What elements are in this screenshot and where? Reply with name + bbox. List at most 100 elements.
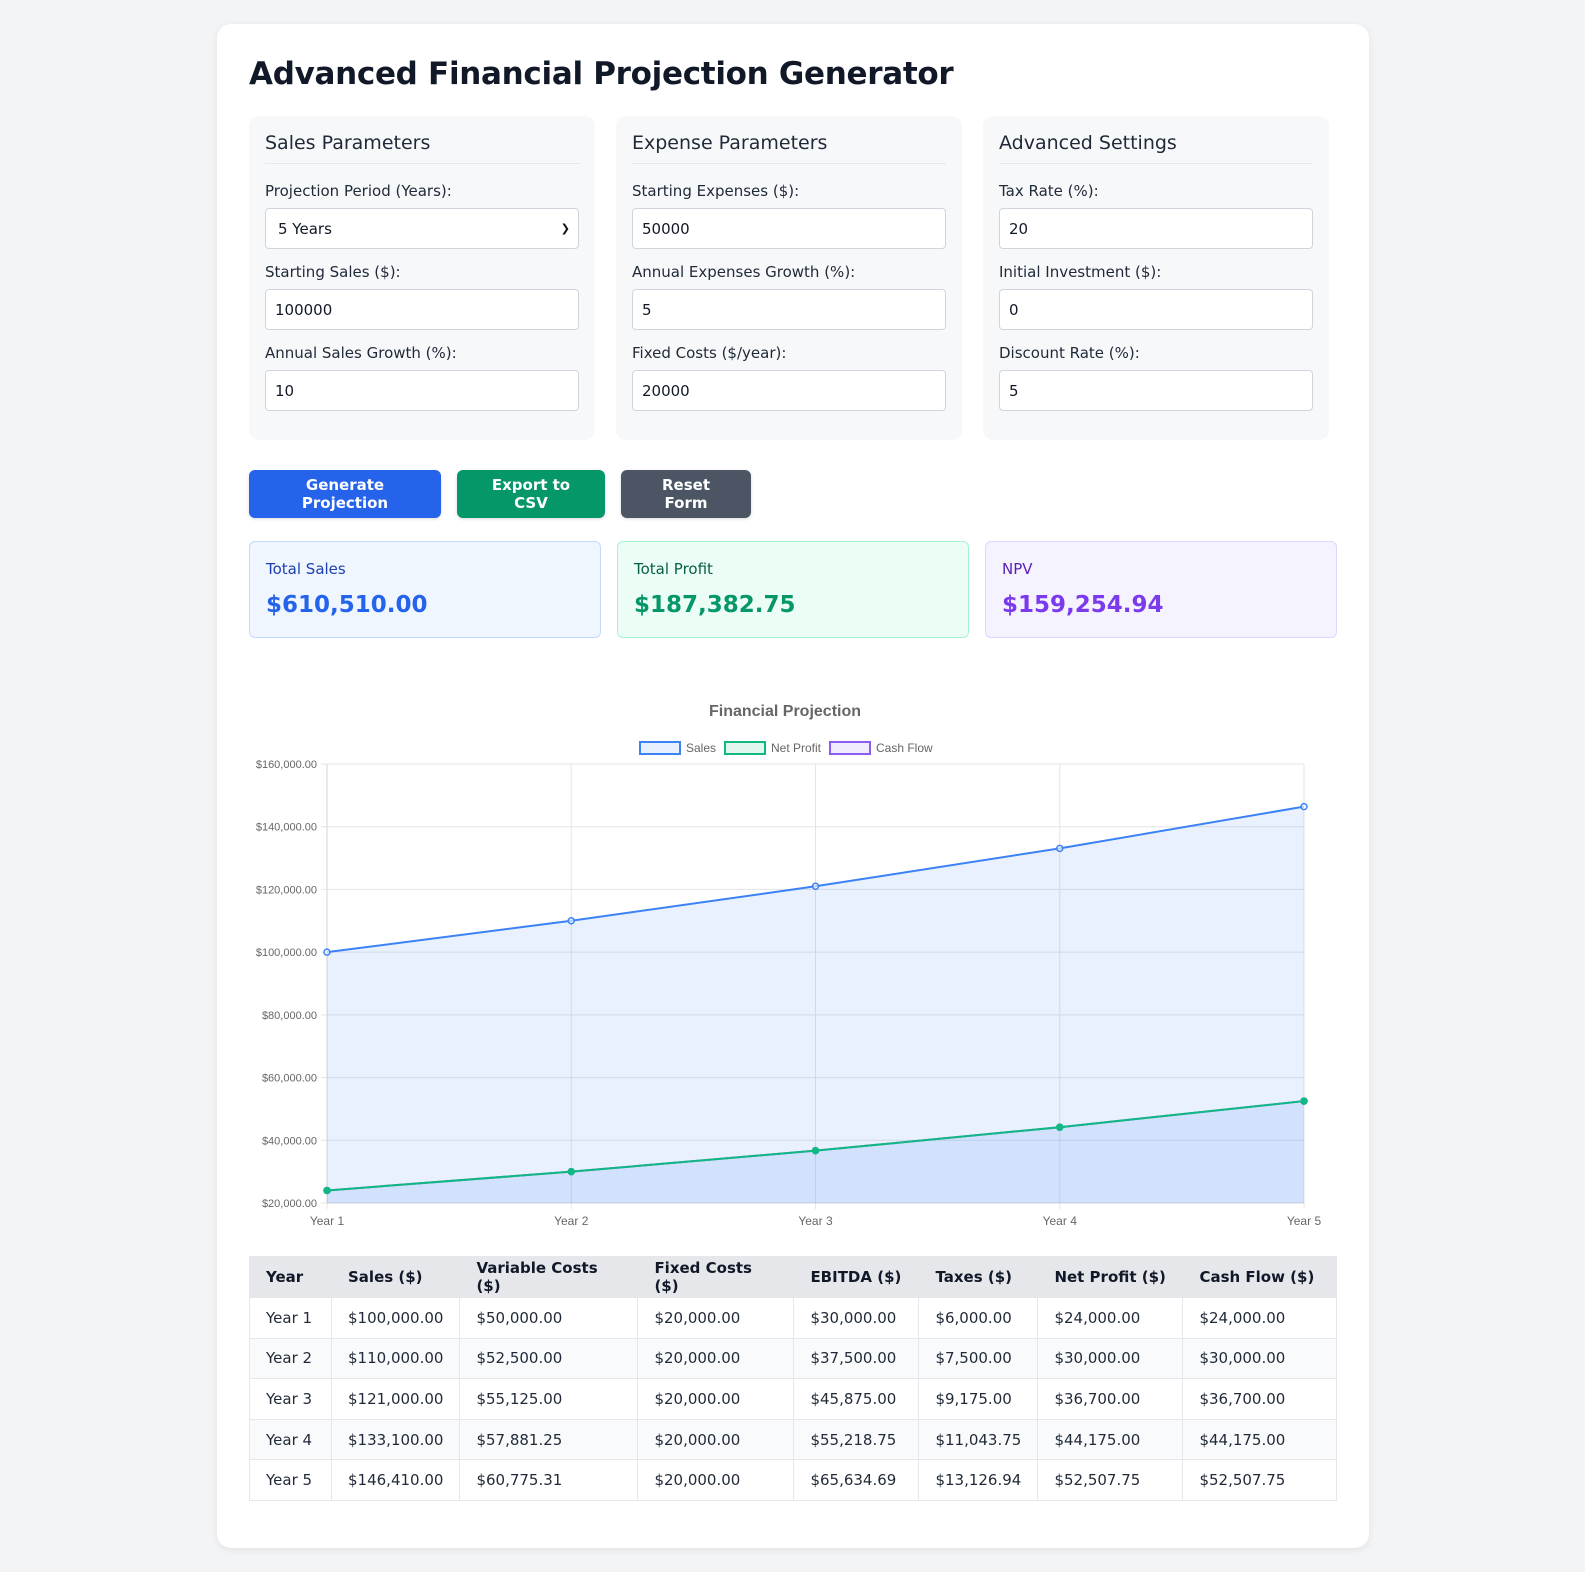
table-cell: $13,126.94 (918, 1459, 1039, 1501)
annual-expenses-growth-input[interactable] (632, 289, 946, 330)
table-cell: $55,125.00 (459, 1378, 639, 1420)
annual-expenses-growth-label: Annual Expenses Growth (%): (632, 263, 856, 281)
chevron-down-icon: ❯ (560, 222, 570, 235)
sales-parameters-title: Sales Parameters (265, 132, 579, 164)
table-cell: $110,000.00 (330, 1337, 461, 1380)
table-cell: $52,500.00 (459, 1337, 639, 1380)
projection-table: Year Sales ($) Variable Costs ($) Fixed Cos… (249, 1256, 1337, 1501)
action-buttons: Generate Projection Export to CSV Reset … (249, 470, 751, 518)
data-point (567, 917, 575, 925)
y-tick-label: $60,000.00 (262, 1073, 317, 1085)
tax-rate-input[interactable] (999, 208, 1313, 249)
table-cell: $9,175.00 (918, 1378, 1039, 1420)
table-cell: $30,000.00 (1037, 1337, 1184, 1380)
table-cell: $20,000.00 (637, 1418, 795, 1461)
total-sales-card: Total Sales $610,510.00 (249, 541, 601, 638)
table-cell: Year 5 (249, 1459, 332, 1501)
legend-swatch (829, 741, 871, 755)
table-cell: $36,700.00 (1182, 1378, 1337, 1420)
total-profit-value: $187,382.75 (634, 592, 796, 618)
reset-form-button[interactable]: Reset Form (621, 470, 751, 518)
discount-rate-input[interactable] (999, 370, 1313, 411)
generate-projection-button[interactable]: Generate Projection (249, 470, 441, 518)
npv-card: NPV $159,254.94 (985, 541, 1337, 638)
npv-label: NPV (1002, 560, 1033, 578)
table-cell: $20,000.00 (637, 1337, 795, 1380)
table-row: Year 5 $146,410.00 $60,775.31 $20,000.00 $65… (249, 1459, 1337, 1501)
data-point (1056, 844, 1064, 853)
data-point (1056, 1123, 1064, 1131)
expense-parameters-title: Expense Parameters (632, 132, 946, 164)
table-cell: $57,881.25 (459, 1418, 639, 1461)
table-cell: $121,000.00 (330, 1378, 461, 1420)
y-tick-label: $40,000.00 (262, 1135, 317, 1147)
starting-sales-input[interactable] (265, 289, 579, 330)
x-tick-label: Year 5 (1287, 1214, 1322, 1228)
table-cell: $20,000.00 (637, 1459, 795, 1501)
table-header-cell: Year (249, 1256, 332, 1298)
y-tick-label: $20,000.00 (262, 1198, 317, 1210)
data-point (323, 948, 331, 956)
starting-sales-label: Starting Sales ($): (265, 263, 401, 281)
sales-parameters-panel: Sales Parameters Projection Period (Year… (249, 116, 595, 440)
annual-sales-growth-input[interactable] (265, 370, 579, 411)
x-tick-label: Year 3 (798, 1214, 833, 1228)
table-row: Year 1 $100,000.00 $50,000.00 $20,000.00 $30… (249, 1297, 1337, 1339)
annual-sales-growth-label: Annual Sales Growth (%): (265, 344, 457, 362)
discount-rate-label: Discount Rate (%): (999, 344, 1140, 362)
table-cell: Year 3 (249, 1378, 332, 1420)
total-sales-label: Total Sales (266, 560, 346, 578)
total-profit-card: Total Profit $187,382.75 (617, 541, 969, 638)
table-cell: $37,500.00 (793, 1337, 920, 1380)
initial-investment-input[interactable] (999, 289, 1313, 330)
table-header-cell: Net Profit ($) (1037, 1256, 1184, 1298)
legend-swatch (639, 741, 681, 755)
legend-swatch (724, 741, 766, 755)
fixed-costs-label: Fixed Costs ($/year): (632, 344, 787, 362)
table-header-cell: Sales ($) (330, 1256, 461, 1298)
y-tick-label: $140,000.00 (256, 822, 317, 834)
table-cell: $45,875.00 (793, 1378, 920, 1420)
legend-label: Cash Flow (876, 741, 933, 755)
table-cell: Year 2 (249, 1337, 332, 1380)
y-tick-label: $80,000.00 (262, 1010, 317, 1022)
table-header-cell: Cash Flow ($) (1182, 1256, 1337, 1298)
x-tick-label: Year 4 (1043, 1214, 1078, 1228)
page-title: Advanced Financial Projection Generator (249, 56, 954, 92)
legend-label: Net Profit (771, 741, 822, 755)
table-cell: $55,218.75 (793, 1418, 920, 1461)
data-point (323, 1186, 331, 1195)
fixed-costs-input[interactable] (632, 370, 946, 411)
data-point (811, 1146, 820, 1155)
table-header-cell: EBITDA ($) (793, 1256, 920, 1298)
expense-parameters-panel: Expense Parameters Starting Expenses ($)… (616, 116, 962, 440)
table-cell: $52,507.75 (1182, 1459, 1337, 1501)
data-point (1300, 1097, 1308, 1105)
projection-period-select[interactable]: 5 Years ❯ (265, 208, 579, 249)
table-cell: $146,410.00 (330, 1459, 461, 1501)
table-cell: $133,100.00 (330, 1418, 461, 1461)
chart-svg: Financial Projection Sales Net Profit Cash … (256, 703, 1322, 1228)
export-csv-button[interactable]: Export to CSV (457, 470, 605, 518)
data-point (1300, 802, 1308, 811)
initial-investment-label: Initial Investment ($): (999, 263, 1162, 281)
table-header-cell: Taxes ($) (918, 1256, 1039, 1298)
table-cell: $30,000.00 (793, 1297, 920, 1339)
total-profit-label: Total Profit (634, 560, 713, 578)
table-cell: $44,175.00 (1182, 1418, 1337, 1461)
y-tick-label: $160,000.00 (256, 759, 317, 771)
x-tick-label: Year 2 (554, 1214, 589, 1228)
starting-expenses-label: Starting Expenses ($): (632, 182, 800, 200)
total-sales-value: $610,510.00 (266, 592, 428, 618)
table-cell: $52,507.75 (1037, 1459, 1184, 1501)
table-cell: $24,000.00 (1037, 1297, 1184, 1339)
starting-expenses-input[interactable] (632, 208, 946, 249)
y-tick-label: $120,000.00 (256, 884, 317, 896)
table-cell: $100,000.00 (330, 1297, 461, 1339)
series-area-sales (327, 806, 1304, 1203)
table-cell: $7,500.00 (918, 1337, 1039, 1380)
x-tick-label: Year 1 (310, 1214, 345, 1228)
table-header-cell: Fixed Costs ($) (637, 1256, 795, 1298)
npv-value: $159,254.94 (1002, 592, 1164, 618)
data-point (811, 882, 820, 891)
